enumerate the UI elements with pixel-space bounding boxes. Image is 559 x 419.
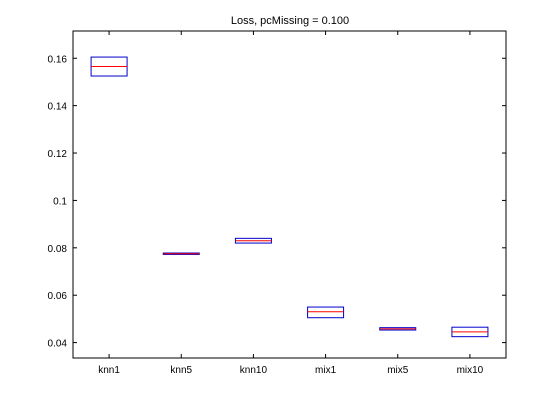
ytick-label: 0.08: [48, 244, 68, 255]
ytick-label: 0.1: [53, 196, 67, 207]
ytick-label: 0.14: [48, 102, 68, 113]
xtick-label-mix1: mix1: [315, 365, 337, 376]
boxes: [90, 56, 489, 338]
plot-frame: [72, 30, 507, 359]
xtick-label-mix10: mix10: [457, 365, 484, 376]
xtick-label-knn1: knn1: [98, 365, 120, 376]
ytick-label: 0.16: [48, 54, 68, 65]
box-mix1: [307, 306, 345, 319]
tick-labels: 0.04 0.06 0.08 0.1 0.12 0.14 0.16 knn1 knn5 knn10…: [48, 54, 484, 376]
axis-ticks: [73, 31, 506, 358]
ytick-label: 0.06: [48, 291, 68, 302]
xtick-label-knn10: knn10: [240, 365, 268, 376]
xtick-label-knn5: knn5: [170, 365, 192, 376]
ytick-label: 0.04: [48, 339, 68, 350]
ytick-label: 0.12: [48, 149, 68, 160]
xtick-label-mix5: mix5: [387, 365, 409, 376]
chart-title: Loss, pcMissing = 0.100: [231, 15, 349, 27]
